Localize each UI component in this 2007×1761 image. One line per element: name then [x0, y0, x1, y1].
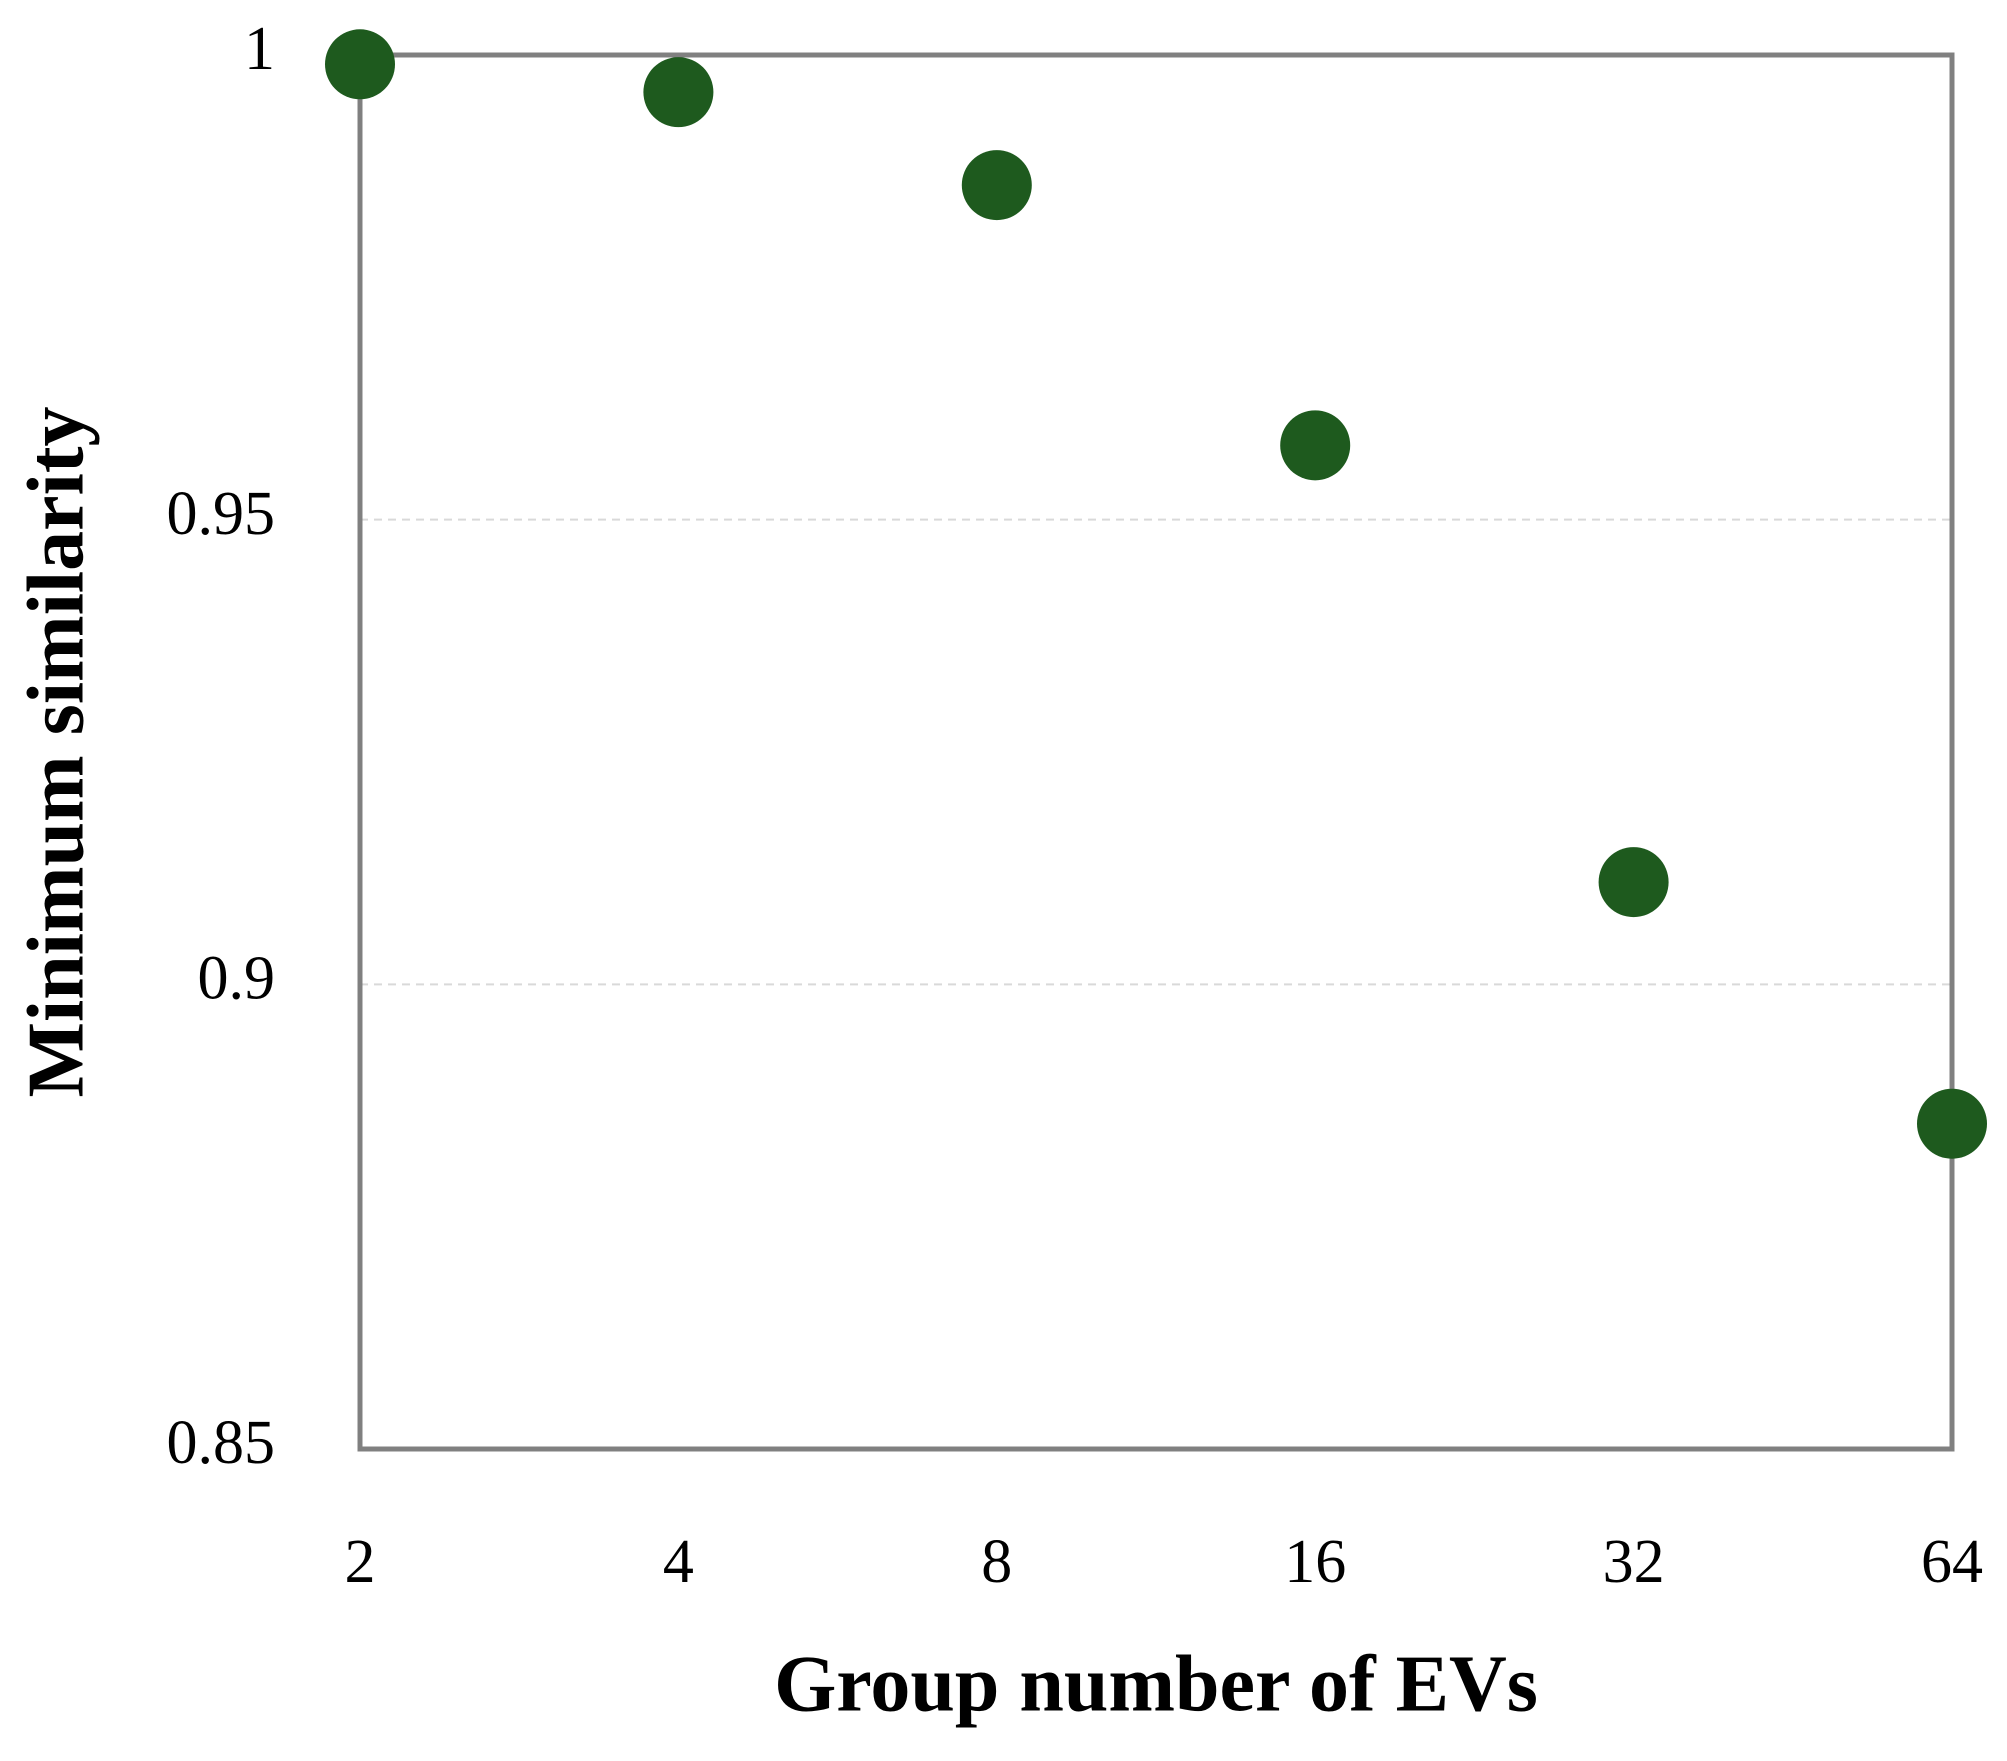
y-axis-title: Minimum similarity [12, 406, 100, 1097]
x-tick-label: 8 [981, 1528, 1012, 1596]
point [643, 57, 714, 128]
plot-frame [357, 52, 1955, 1452]
y-tick-label: 1 [244, 15, 275, 83]
point [1917, 1088, 1987, 1159]
y-tick-label: 0.95 [167, 480, 276, 548]
x-tick-label: 2 [345, 1528, 376, 1596]
point [325, 29, 395, 100]
point [1280, 410, 1351, 481]
y-tick-label: 0.85 [167, 1409, 276, 1477]
point [961, 150, 1032, 221]
x-axis-title: Group number of EVs [774, 1640, 1538, 1728]
x-tick-label: 64 [1921, 1528, 1983, 1596]
x-tick-label: 4 [663, 1528, 694, 1596]
y-tick-label: 0.9 [198, 945, 276, 1013]
x-tick-label: 32 [1603, 1528, 1665, 1596]
point [1598, 847, 1669, 918]
x-tick-label: 16 [1284, 1528, 1346, 1596]
